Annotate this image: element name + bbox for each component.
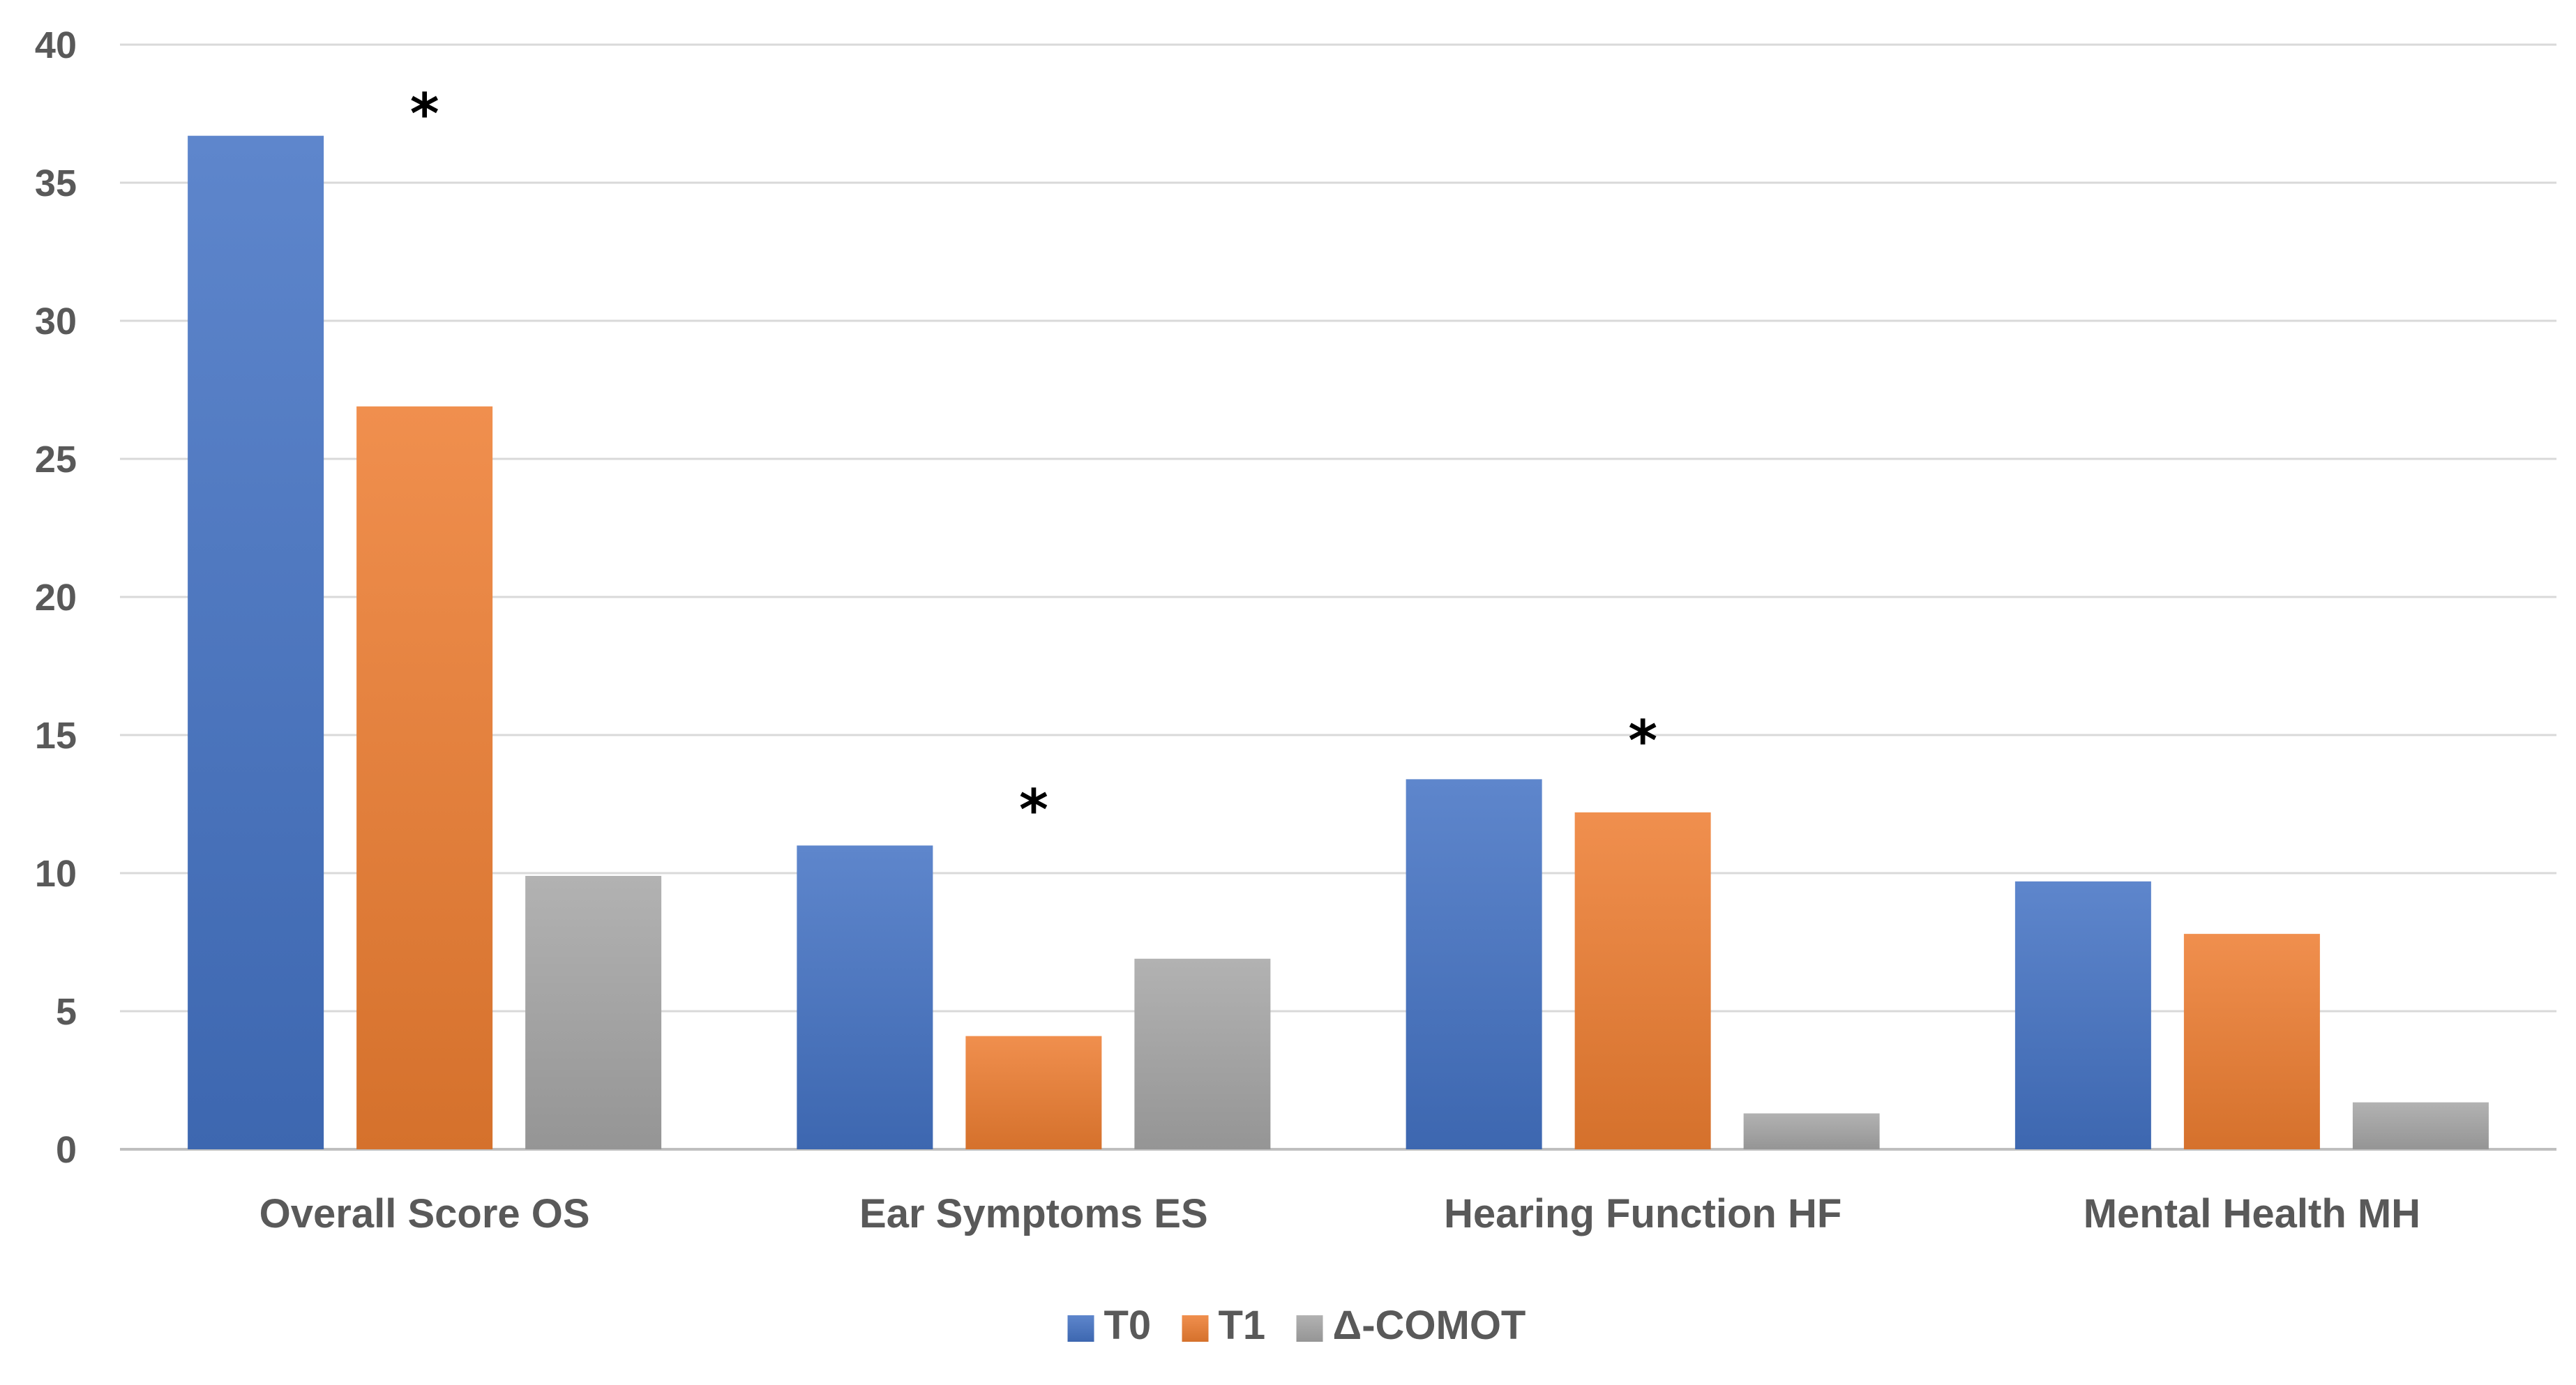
bar-comot-1 [525, 875, 662, 1149]
legend-label: T0 [1104, 1303, 1152, 1348]
bar-t1-3 [1574, 812, 1711, 1149]
y-tick-label: 25 [35, 439, 77, 480]
bar-t1-2 [965, 1036, 1102, 1149]
legend-swatch [1067, 1315, 1094, 1342]
bar-comot-3 [1743, 1113, 1880, 1149]
x-axis-category-labels: Overall Score OS Ear Symptoms ES Hearing F… [259, 1191, 2420, 1236]
bar-comot-4 [2352, 1102, 2489, 1149]
bar-t0-4 [2014, 881, 2151, 1149]
bar-t1-4 [2183, 934, 2320, 1149]
y-tick-label: 0 [56, 1129, 77, 1171]
bar-t0-1 [188, 135, 324, 1150]
y-axis-ticks: 0 5 10 15 20 25 30 35 40 [35, 24, 77, 1171]
y-tick-label: 10 [35, 853, 77, 895]
y-tick-label: 15 [35, 715, 77, 757]
y-tick-label: 20 [35, 577, 77, 619]
legend-swatch [1182, 1315, 1209, 1342]
significance-asterisk: * [410, 82, 439, 146]
x-category-label: Ear Symptoms ES [859, 1191, 1208, 1236]
significance-asterisk: * [1019, 778, 1048, 842]
significance-asterisk: * [1628, 709, 1657, 773]
x-category-label: Mental Health MH [2084, 1191, 2420, 1236]
significance-annotations: * * * [410, 82, 1657, 842]
x-category-label: Overall Score OS [259, 1191, 590, 1236]
legend-label: T1 [1219, 1303, 1266, 1348]
x-category-label: Hearing Function HF [1444, 1191, 1841, 1236]
bar-t0-2 [797, 845, 933, 1149]
legend-swatch [1296, 1315, 1323, 1342]
bar-t1-1 [356, 406, 493, 1149]
legend-item: T0 [1067, 1303, 1152, 1348]
y-tick-label: 5 [56, 991, 77, 1033]
y-tick-label: 35 [35, 162, 77, 204]
bar-t0-3 [1406, 779, 1542, 1149]
y-tick-label: 40 [35, 24, 77, 66]
legend: T0 T1 Δ-COMOT [1067, 1303, 1526, 1348]
bar-comot-2 [1134, 958, 1271, 1149]
legend-item: T1 [1182, 1303, 1266, 1348]
legend-item: Δ-COMOT [1296, 1303, 1526, 1348]
legend-label: Δ-COMOT [1333, 1303, 1526, 1348]
y-tick-label: 30 [35, 301, 77, 342]
bars [188, 135, 2489, 1150]
